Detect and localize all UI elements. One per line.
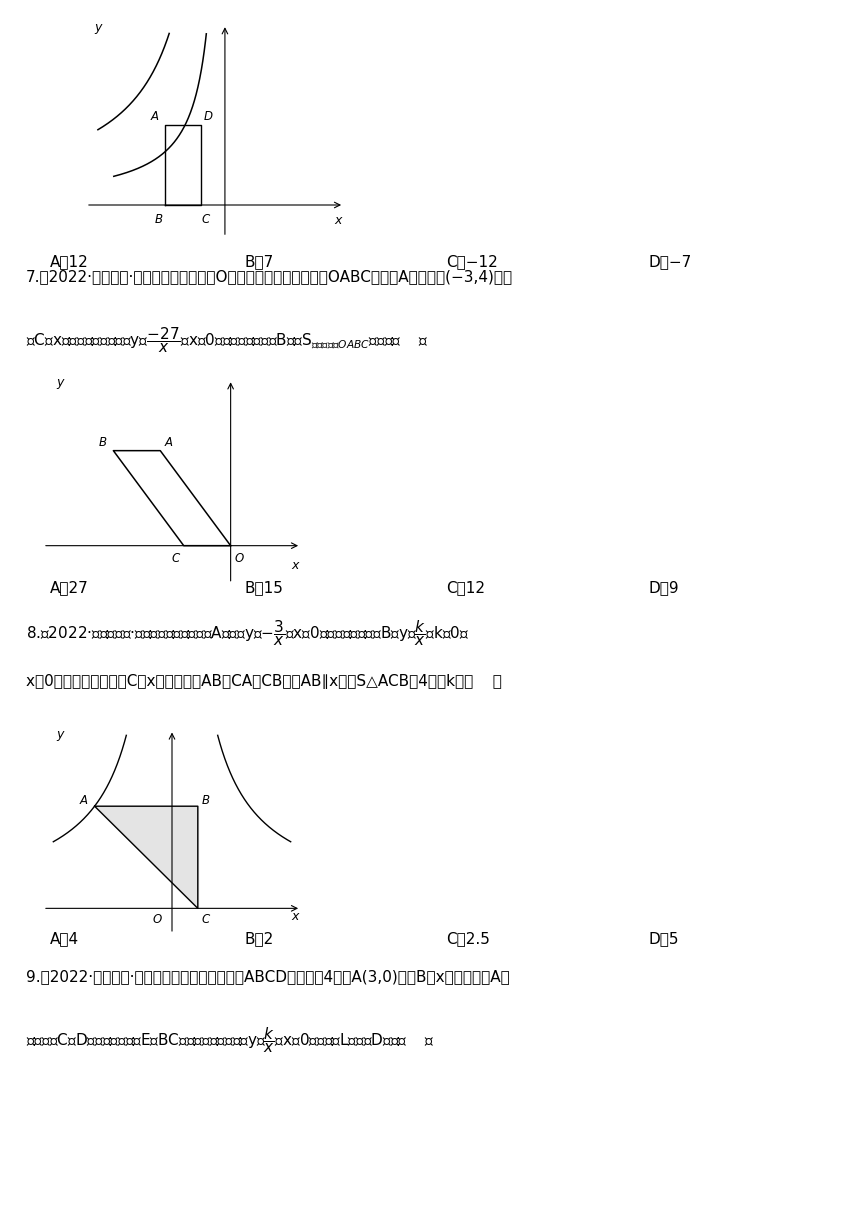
Text: $C$: $C$	[171, 552, 181, 565]
Text: 右侧，点C，D均在第一象限，E为BC的中点，反比例函数y＝$\dfrac{k}{x}$（x＞0）的图像L经过点D，则（    ）: 右侧，点C，D均在第一象限，E为BC的中点，反比例函数y＝$\dfrac{k}{…	[26, 1025, 434, 1055]
Text: C．12: C．12	[446, 580, 485, 595]
Text: $B$: $B$	[98, 435, 108, 449]
Text: B．7: B．7	[244, 254, 273, 269]
Text: C．2.5: C．2.5	[446, 931, 490, 946]
Text: A．4: A．4	[50, 931, 79, 946]
Text: $A$: $A$	[150, 109, 159, 123]
Text: $x$: $x$	[334, 214, 343, 227]
Text: 点C在x轴的负半轴上，函数y＝$\dfrac{-27}{x}$（x＜0）的图象经过顶点B，则S$_{平行四边形OABC}$的値为（    ）: 点C在x轴的负半轴上，函数y＝$\dfrac{-27}{x}$（x＜0）的图象经…	[26, 325, 428, 355]
Text: $O$: $O$	[152, 913, 163, 925]
Text: $C$: $C$	[201, 213, 212, 226]
Text: A．12: A．12	[50, 254, 89, 269]
Text: $A$: $A$	[164, 435, 174, 449]
Text: B．15: B．15	[244, 580, 283, 595]
Text: $D$: $D$	[203, 109, 213, 123]
Text: D．5: D．5	[648, 931, 679, 946]
Text: $B$: $B$	[201, 794, 211, 806]
Text: 8.（2022·河北石家庄·九年级期末）如图，点A是函数y＝−$\dfrac{3}{x}$（x＜0）图像上一点，点B是y＝$\dfrac{k}{x}$（k＞0，: 8.（2022·河北石家庄·九年级期末）如图，点A是函数y＝−$\dfrac{3…	[26, 618, 470, 648]
Text: B．2: B．2	[244, 931, 273, 946]
Text: A．27: A．27	[50, 580, 89, 595]
Text: $A$: $A$	[78, 794, 89, 806]
Text: 9.（2022·河北廊坊·九年级期末）如图，正方形ABCD的边长为4，点A(3,0)，点B在x轴上且在点A的: 9.（2022·河北廊坊·九年级期末）如图，正方形ABCD的边长为4，点A(3,…	[26, 969, 509, 985]
Text: $B$: $B$	[154, 213, 163, 226]
Text: 7.（2022·河北保定·九年级期末）如图，O是坐标原点，平行四边形OABC的顶点A的坐标为(−3,4)，顶: 7.（2022·河北保定·九年级期末）如图，O是坐标原点，平行四边形OABC的顶…	[26, 269, 513, 285]
Text: x＞0）图像上一点，点C在x轴上，连结AB，CA，CB．若AB∥x轴，S△ACB＝4，则k＝（    ）: x＞0）图像上一点，点C在x轴上，连结AB，CA，CB．若AB∥x轴，S△ACB…	[26, 674, 501, 689]
Text: C．−12: C．−12	[446, 254, 498, 269]
Text: D．9: D．9	[648, 580, 679, 595]
Text: $O$: $O$	[235, 552, 245, 565]
Text: $x$: $x$	[291, 910, 300, 923]
Text: $C$: $C$	[201, 913, 212, 925]
Text: D．−7: D．−7	[648, 254, 691, 269]
Text: $y$: $y$	[94, 22, 103, 35]
Text: $y$: $y$	[56, 377, 65, 390]
Text: $x$: $x$	[291, 559, 300, 573]
Text: $y$: $y$	[56, 728, 65, 743]
Polygon shape	[95, 806, 198, 908]
